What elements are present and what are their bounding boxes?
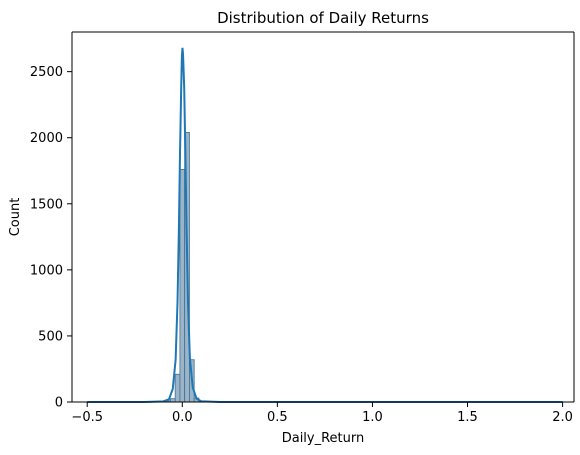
x-tick-label: 1.0 [362, 410, 383, 425]
plot-background [72, 32, 574, 402]
y-tick-label: 2500 [30, 65, 63, 80]
y-tick-label: 500 [38, 329, 63, 344]
x-axis-label: Daily_Return [282, 431, 365, 446]
y-tick-label: 1500 [30, 197, 63, 212]
histogram-bar [179, 169, 186, 403]
x-tick-label: 1.5 [457, 410, 478, 425]
y-tick-label: 1000 [30, 263, 63, 278]
chart-title: Distribution of Daily Returns [217, 9, 429, 27]
histogram-bar [174, 373, 181, 403]
y-tick-label: 2000 [30, 131, 63, 146]
x-tick-label: 0.0 [172, 410, 193, 425]
x-tick-label: 2.0 [552, 410, 573, 425]
plot-area [71, 31, 575, 403]
x-tick-label: 0.5 [267, 410, 288, 425]
axis-lines [71, 31, 575, 403]
kde-line [87, 47, 563, 403]
x-tick-label: −0.5 [71, 410, 103, 425]
y-axis: 0 500 1000 1500 2000 2500 [30, 65, 72, 411]
y-axis-label: Count [8, 198, 23, 237]
y-tick-label: 0 [55, 396, 63, 411]
x-axis: −0.5 0.0 0.5 1.0 1.5 2.0 [71, 402, 573, 425]
